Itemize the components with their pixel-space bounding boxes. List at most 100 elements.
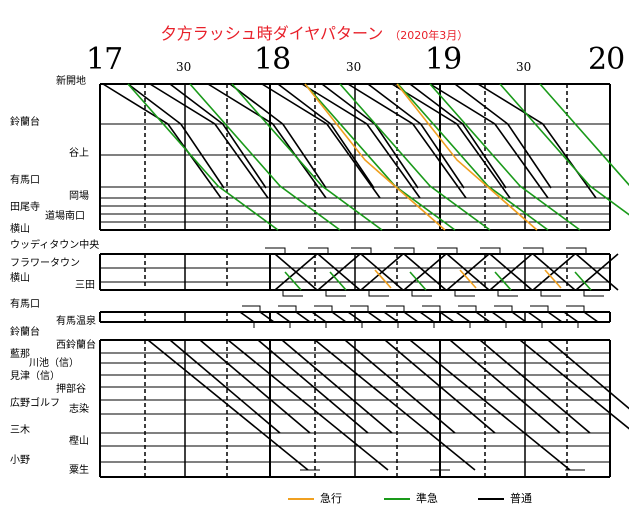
station-tanigami: 谷上 bbox=[69, 148, 89, 159]
semi-express-train-line bbox=[304, 83, 456, 231]
station-ao: 粟生 bbox=[69, 465, 89, 476]
legend-local: 普通 bbox=[478, 490, 532, 506]
title-text: 夕方ラッシュ時ダイヤパターン bbox=[160, 24, 384, 43]
semi-express-train-line bbox=[329, 271, 347, 291]
local-train-line bbox=[446, 253, 490, 291]
local-train-line bbox=[259, 311, 275, 323]
semi-express-train-line bbox=[574, 271, 592, 291]
local-train-line bbox=[261, 83, 381, 199]
station-nishi-suzurandai: 西鈴蘭台 bbox=[56, 340, 96, 351]
semi-express-train-line bbox=[231, 83, 383, 231]
local-train-line bbox=[449, 339, 561, 434]
local-train-line bbox=[274, 253, 318, 291]
local-train-line bbox=[532, 253, 576, 291]
station-ono: 小野 bbox=[10, 455, 30, 466]
local-train-line bbox=[403, 311, 419, 323]
express-train-line bbox=[396, 83, 538, 231]
local-train-line bbox=[314, 339, 476, 471]
local-train-line bbox=[583, 311, 599, 323]
local-train-line bbox=[281, 339, 393, 434]
local-train-line bbox=[491, 311, 507, 323]
turnaround-mark bbox=[411, 290, 432, 297]
local-train-line bbox=[367, 83, 465, 189]
local-train-line bbox=[383, 311, 399, 323]
local-train-line bbox=[344, 339, 456, 434]
semi-express-train-line bbox=[499, 83, 629, 216]
local-train-line bbox=[257, 339, 369, 434]
local-train-line bbox=[277, 83, 375, 189]
local-train-line bbox=[331, 311, 347, 323]
station-suzurandai-ao-line: 鈴蘭台 bbox=[10, 327, 40, 338]
station-okaba: 岡場 bbox=[69, 191, 89, 202]
station-arimaguchi: 有馬口 bbox=[10, 175, 40, 186]
turnaround-mark bbox=[386, 305, 405, 312]
station-arima-onsen: 有馬温泉 bbox=[56, 316, 96, 327]
turnaround-mark bbox=[242, 305, 261, 312]
half-hour-label-1830: 30 bbox=[346, 60, 362, 74]
station-kawaike: 川池（信） bbox=[29, 358, 79, 369]
station-sanda: 三田 bbox=[75, 280, 95, 291]
local-train-line bbox=[311, 311, 327, 323]
diagram-title: 夕方ラッシュ時ダイヤパターン （2020年3月） bbox=[0, 20, 629, 44]
turnaround-mark bbox=[494, 305, 513, 312]
turnaround-mark bbox=[394, 247, 415, 254]
turnaround-mark bbox=[458, 305, 477, 312]
semi-express-train-line bbox=[494, 271, 512, 291]
turnaround-mark bbox=[523, 247, 544, 254]
station-mitsu: 見津（信） bbox=[10, 371, 60, 382]
hour-label-19: 19 bbox=[425, 42, 462, 77]
station-hirono-golf: 広野ゴルフ bbox=[10, 398, 60, 409]
local-train-line bbox=[384, 339, 496, 434]
station-woody-town-chuo: ウッディタウン中央 bbox=[10, 240, 100, 251]
local-train-line bbox=[207, 83, 327, 199]
local-train-line bbox=[391, 83, 511, 199]
station-flower-town: フラワータウン bbox=[10, 258, 80, 269]
local-train-line bbox=[295, 311, 311, 323]
turnaround-mark bbox=[308, 247, 329, 254]
local-train-line bbox=[575, 253, 619, 291]
local-train-line bbox=[439, 311, 455, 323]
hour-label-17: 17 bbox=[86, 42, 123, 77]
local-train-line bbox=[454, 83, 552, 189]
semi-express-train-line bbox=[429, 83, 581, 231]
local-train-line bbox=[563, 311, 579, 323]
turnaround-mark bbox=[480, 247, 501, 254]
turnaround-mark bbox=[566, 305, 585, 312]
diagram-grid bbox=[99, 83, 611, 478]
turnaround-mark bbox=[497, 290, 518, 297]
local-train-line bbox=[239, 311, 255, 323]
local-train-line bbox=[519, 339, 629, 430]
legend-local-swatch bbox=[478, 498, 504, 500]
station-dojo-minamiguchi: 道場南口 bbox=[45, 211, 85, 222]
local-train-line bbox=[301, 83, 421, 199]
semi-express-train-line bbox=[284, 271, 302, 291]
express-train-line bbox=[374, 269, 392, 289]
station-kashiyama: 樫山 bbox=[69, 436, 89, 447]
turnaround-mark bbox=[278, 305, 297, 312]
express-train-line bbox=[544, 269, 562, 289]
local-train-line bbox=[475, 311, 491, 323]
semi-express-train-line bbox=[397, 83, 549, 231]
semi-express-train-line bbox=[539, 83, 629, 187]
local-train-line bbox=[169, 83, 267, 189]
turnaround-mark bbox=[540, 290, 561, 297]
semi-express-train-line bbox=[189, 83, 341, 231]
station-aina: 藍那 bbox=[10, 349, 30, 360]
express-train-line bbox=[459, 269, 477, 289]
title-date: （2020年3月） bbox=[389, 29, 469, 42]
local-train-line bbox=[409, 83, 507, 189]
station-arimaguchi-arima-line: 有馬口 bbox=[10, 299, 40, 310]
local-train-line bbox=[419, 311, 435, 323]
turnaround-mark bbox=[530, 305, 549, 312]
local-train-line bbox=[227, 339, 389, 471]
legend-semi-express-label: 準急 bbox=[416, 492, 438, 505]
turnaround-mark bbox=[325, 290, 346, 297]
turnaround-mark bbox=[454, 290, 475, 297]
station-miki: 三木 bbox=[10, 425, 30, 436]
station-shinkaichi: 新開地 bbox=[56, 76, 86, 87]
local-train-line bbox=[169, 339, 281, 434]
hour-label-20: 20 bbox=[588, 42, 625, 77]
local-train-line bbox=[547, 339, 629, 410]
legend-express-swatch bbox=[288, 498, 314, 500]
local-train-line bbox=[147, 339, 309, 471]
